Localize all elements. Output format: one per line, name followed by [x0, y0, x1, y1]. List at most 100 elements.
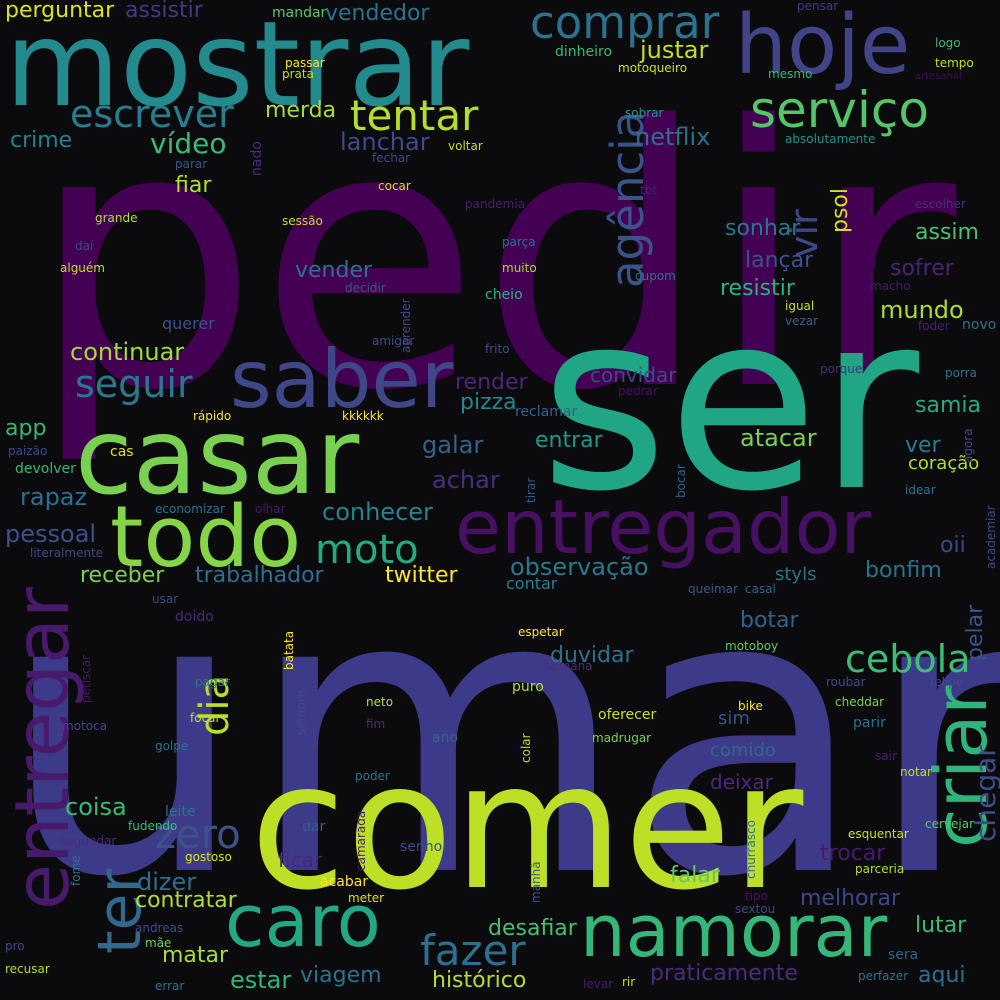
word-coracao: coração [908, 453, 980, 474]
word-economizar: economizar [155, 502, 225, 516]
word-leite: leite [165, 804, 196, 820]
word-amigar: amigar [372, 334, 415, 348]
word-app: app [5, 416, 47, 441]
word-oii: oii [940, 533, 966, 558]
word-notar: notar [900, 765, 932, 779]
word-achar: achar [432, 466, 500, 494]
word-entrar: entrar [535, 428, 603, 453]
word-foder: foder [918, 319, 950, 333]
word-focar: focar [190, 711, 221, 725]
word-resistir: resistir [720, 276, 795, 301]
word-prata: prata [282, 67, 314, 81]
word-tbt: tbt [640, 183, 658, 197]
word-doido: doido [175, 609, 214, 625]
word-render: render [455, 370, 528, 395]
word-fim: fim [366, 717, 386, 731]
word-cervejar: cervejar [925, 817, 975, 831]
word-chegar: chegar [969, 745, 1000, 843]
word-tempo: tempo [935, 56, 974, 70]
word-comido: comido [710, 740, 776, 761]
word-duvidar: duvidar [550, 643, 634, 668]
word-alguem: alguém [60, 261, 105, 275]
word-parir: parir [853, 715, 886, 731]
word-coisa: coisa [65, 793, 127, 821]
word-rapaz: rapaz [20, 483, 88, 511]
word-sempre: sempre [294, 689, 308, 735]
word-levar: levar [583, 977, 614, 991]
word-reclamar: reclamar [515, 404, 578, 420]
word-zero: zero [155, 812, 241, 858]
word-tentar: tentar [350, 91, 479, 140]
word-netflix: netflix [635, 123, 711, 151]
word-fudendo: fudendo [128, 819, 178, 833]
word-fiar: fiar [175, 173, 212, 198]
word-literalmente: literalmente [30, 546, 104, 560]
word-puro: puro [512, 679, 544, 695]
word-madrugar: madrugar [592, 731, 652, 745]
word-desafiar: desafiar [488, 916, 577, 941]
word-olhar: olhar [255, 502, 286, 516]
word-botar: botar [740, 608, 799, 633]
word-bonfim: bonfim [865, 558, 942, 583]
word-mesmo: mesmo [768, 67, 813, 81]
word-acabar: acabar [320, 874, 369, 890]
word-ver: ver [905, 433, 941, 458]
word-conhecer: conhecer [322, 498, 433, 526]
word-motoca: motoca [62, 719, 108, 733]
word-merda: merda [265, 98, 337, 123]
word-motoqueiro: motoqueiro [618, 61, 688, 75]
word-seguir: seguir [75, 362, 193, 406]
word-churrasco: churrasco [744, 820, 758, 880]
word-macho: macho [870, 279, 911, 293]
word-poder: poder [355, 769, 390, 783]
word-ser: ser [540, 260, 920, 545]
word-cheddar: cheddar [835, 695, 885, 709]
word-contar: contar [506, 574, 558, 593]
word-neto: neto [366, 695, 394, 709]
word-nado: nado [249, 140, 265, 176]
word-fazer: fazer [420, 926, 526, 975]
word-novo: novo [962, 317, 997, 333]
word-absolutamente: absolutamente [785, 132, 876, 146]
word-meter: meter [348, 891, 385, 905]
word-lutar: lutar [915, 913, 967, 938]
word-assistir: assistir [125, 0, 203, 23]
word-oferecer: oferecer [598, 707, 657, 723]
word-hoje: hoje [735, 0, 911, 93]
word-comer: comer [250, 726, 804, 929]
word-passar: passar [285, 56, 325, 70]
word-vendedor: vendedor [325, 1, 430, 26]
word-ano: ano [432, 730, 459, 746]
word-estar: estar [230, 966, 292, 994]
word-decidir: decidir [345, 281, 386, 295]
word-comprar: comprar [530, 0, 720, 49]
word-twitter: twitter [385, 563, 458, 588]
word-artesanal: artesanal [915, 71, 962, 82]
word-golpe: golpe [155, 739, 189, 753]
word-parar: parar [175, 157, 208, 171]
word-logo: logo [935, 36, 961, 50]
word-sofrer: sofrer [890, 256, 954, 281]
word-casar: casar [75, 396, 360, 518]
word-rir: rir [622, 975, 636, 989]
word-observacao: observação [510, 553, 649, 581]
word-atacar: atacar [740, 424, 817, 452]
word-andreas: andreas [135, 921, 184, 935]
word-usar: usar [152, 592, 179, 606]
word-manha: manhã [529, 861, 543, 903]
word-igual: igual [785, 299, 815, 313]
word-saber: saber [230, 333, 454, 426]
word-porque: porque [820, 362, 863, 376]
word-frito: frito [485, 342, 510, 356]
word-matar: matar [162, 943, 229, 968]
word-senhor: senhor [400, 839, 448, 855]
word-perguntar: perguntar [5, 0, 115, 23]
word-espetar: espetar [518, 625, 564, 639]
word-muito: muito [502, 261, 537, 275]
word-fome: fome [69, 855, 83, 887]
word-ficar: ficar [278, 848, 323, 872]
word-esquentar: esquentar [848, 827, 909, 841]
word-semana: semana [545, 659, 593, 673]
word-casal: casal [745, 582, 776, 596]
word-historico: histórico [432, 968, 527, 993]
